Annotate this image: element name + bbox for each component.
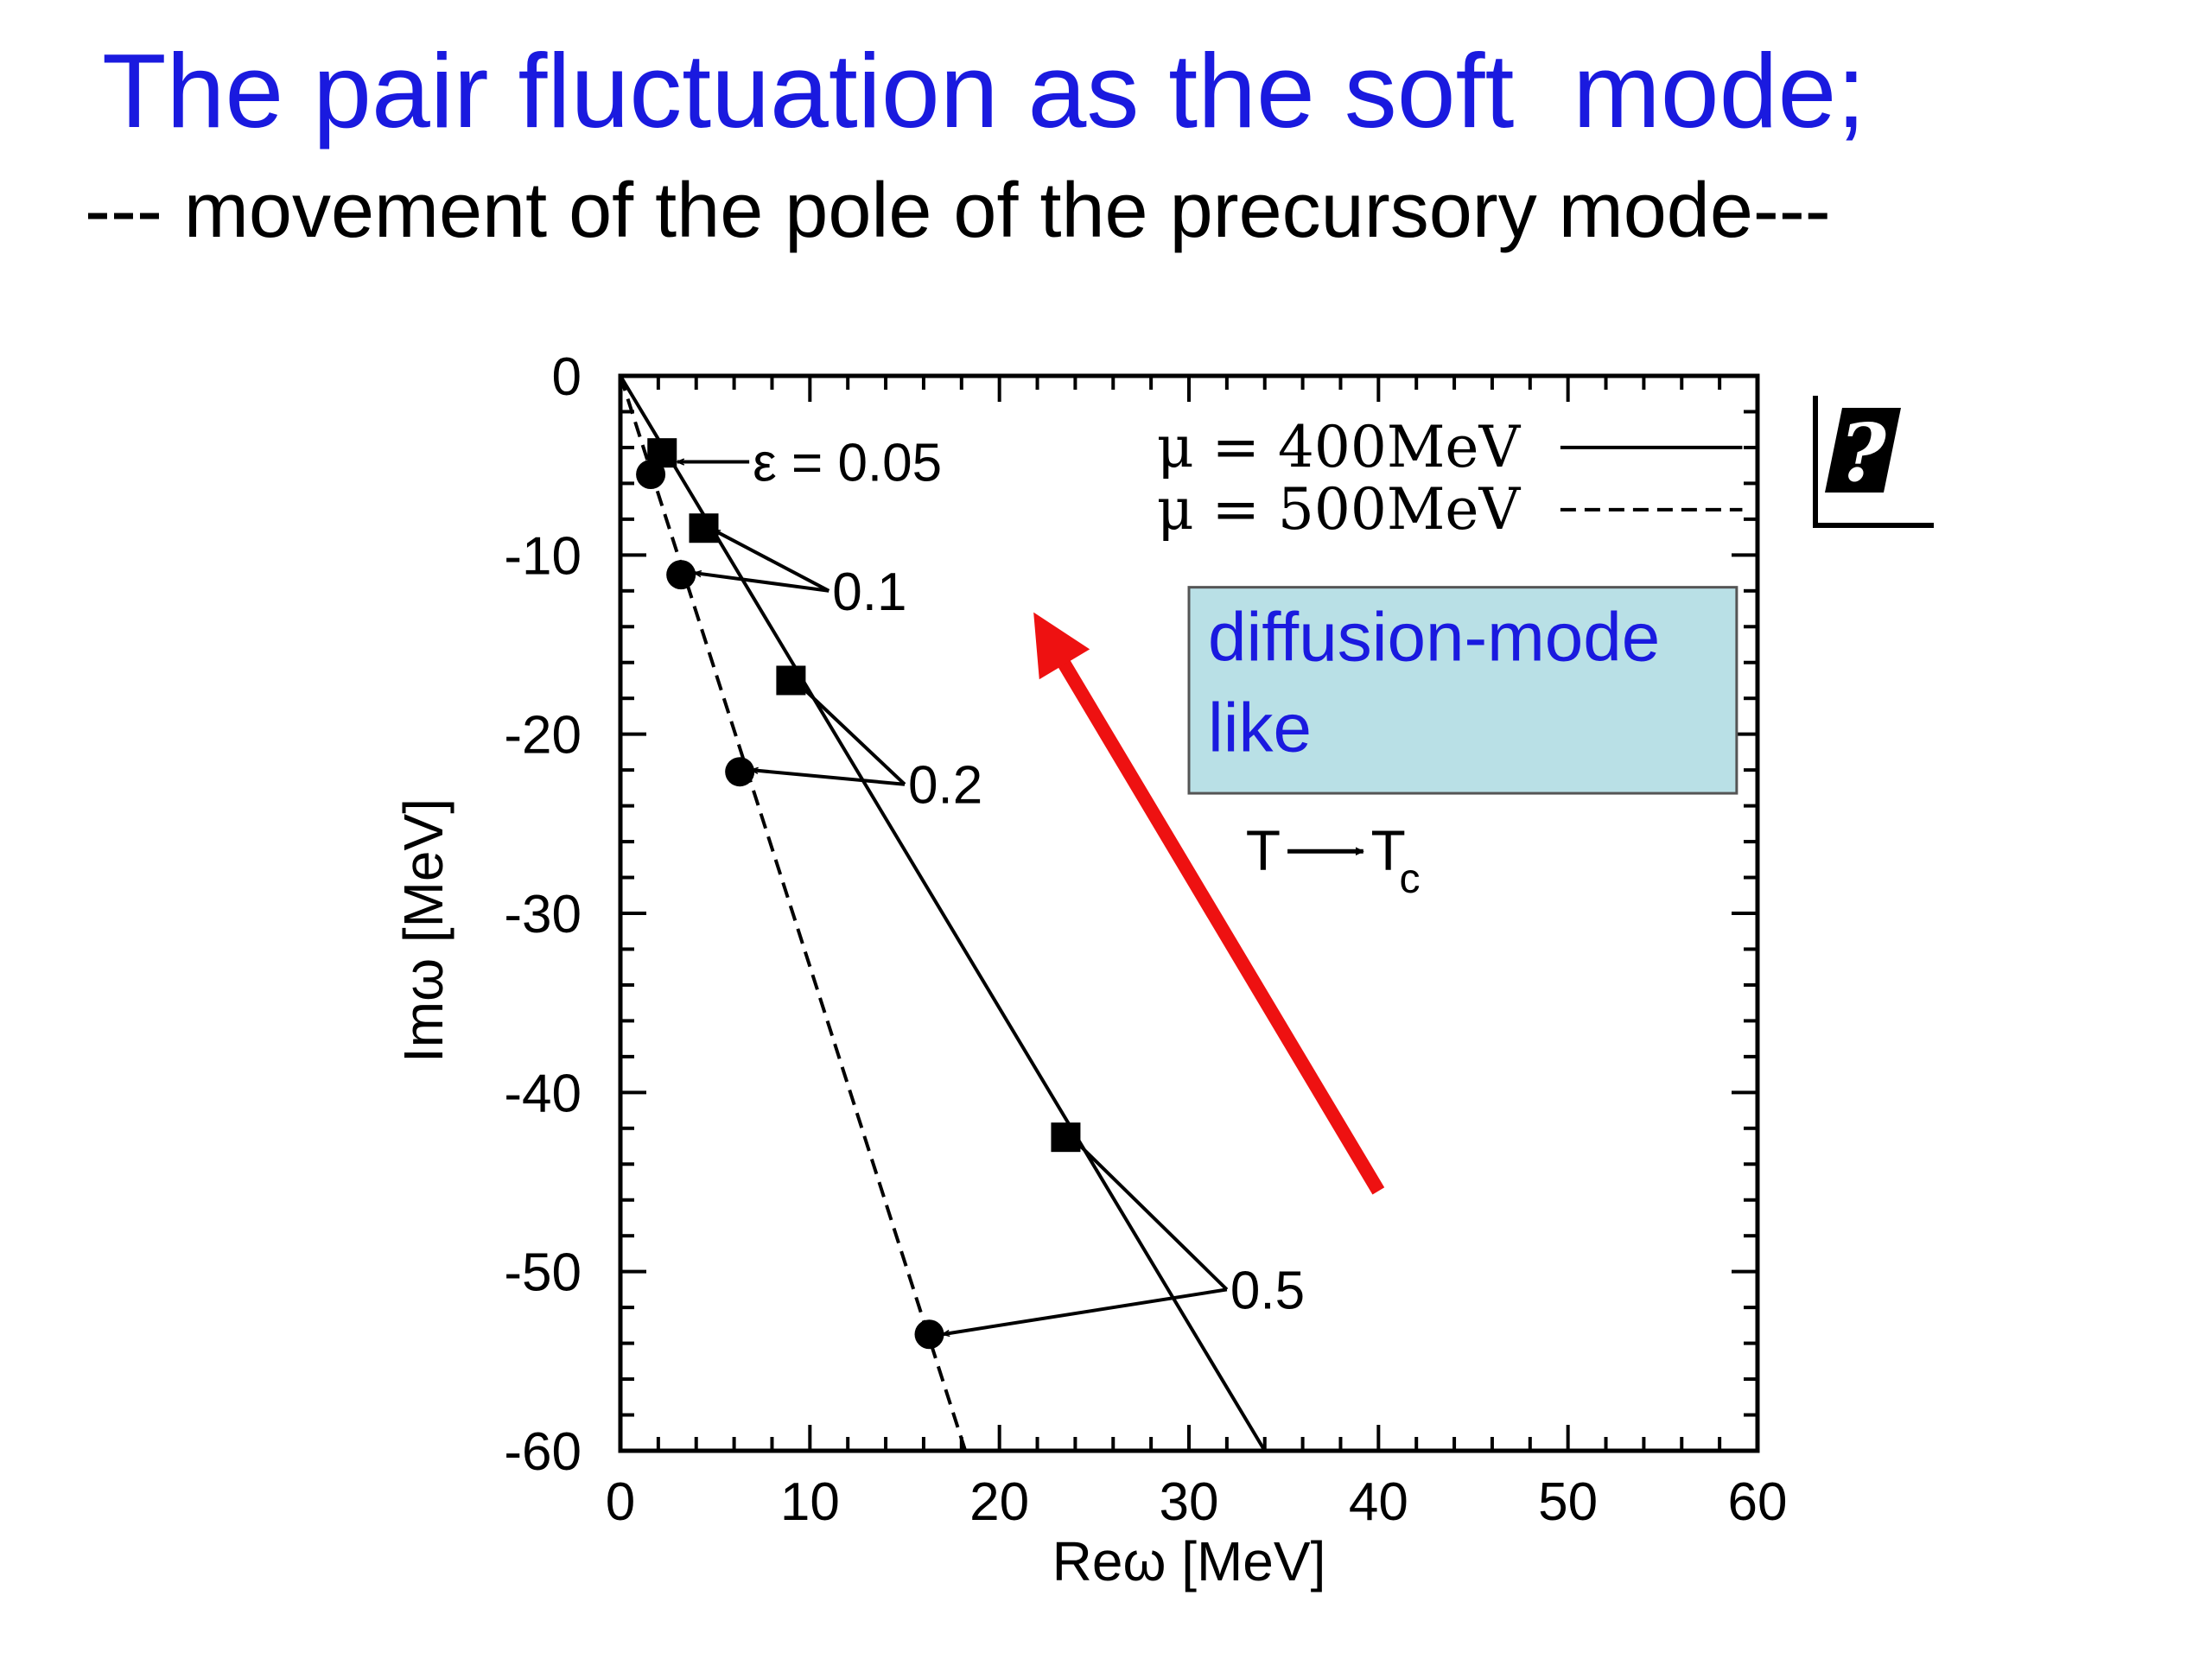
direction-arrow [1033,612,1385,1195]
plot-frame [618,373,1760,1453]
x-tick-label: 60 [1728,1472,1788,1532]
epsilon-leader-lines [677,462,1229,1335]
x-axis-title: Reω [MeV] [1052,1530,1326,1592]
tick-labels: 0 10 20 30 40 50 60 0 -10 -20 -30 -40 -50 -60 [504,347,1787,1532]
x-tick-label: 10 [780,1472,840,1532]
tick-marks [619,374,1759,1452]
circle-marker [636,460,666,490]
y-tick-label: -50 [504,1243,582,1303]
series-lines [619,374,1267,1452]
critical-temperature-label: T [1371,818,1406,882]
square-marker [1051,1122,1081,1153]
x-tick-label: 20 [969,1472,1029,1532]
epsilon-label-0.5: 0.5 [1230,1261,1305,1320]
epsilon-leader [1070,1135,1229,1291]
epsilon-leader [943,1287,1228,1334]
epsilon-leader [751,770,906,786]
circle-marker [914,1319,944,1350]
square-marker [689,513,719,543]
y-tick-label: -20 [504,706,582,766]
epsilon-label-0.1: 0.1 [832,563,906,622]
series-line-1 [619,375,968,1452]
square-marker [776,665,806,696]
x-tick-label: 30 [1160,1472,1219,1532]
critical-temperature-subscript: c [1399,856,1420,902]
epsilon-label-0.2: 0.2 [908,756,982,816]
epsilon-leader [797,683,906,786]
callout-text-line-1: diffusion-mode [1208,599,1660,676]
epsilon-leader [713,528,830,593]
y-tick-label: -40 [504,1064,582,1123]
y-tick-label: -60 [504,1422,582,1482]
slide-title: The pair fluctuation as the soft mode; [102,32,1866,149]
y-axis-title: Imω [MeV] [392,798,454,1063]
legend-label-mu-500: μ = 500MeV [1157,476,1522,543]
svg-text:?: ? [1840,406,1887,499]
y-tick-label: -10 [504,526,582,586]
legend-label-mu-400: μ = 400MeV [1157,414,1522,480]
y-tick-label: -30 [504,885,582,944]
circle-marker [666,560,696,590]
circle-marker [725,757,755,787]
direction-arrow-head [1033,612,1090,680]
x-tick-label: 0 [606,1472,635,1532]
direction-arrow-shaft [1056,657,1385,1195]
temperature-label: T [1246,818,1281,882]
slide-subtitle: --- movement of the pole of the precurso… [85,168,1831,254]
epsilon-leader [695,573,830,593]
x-tick-label: 40 [1349,1472,1408,1532]
series-line-0 [619,374,1267,1452]
x-tick-label: 50 [1538,1472,1598,1532]
y-tick-label: 0 [552,347,582,407]
question-icon: ? [1813,396,1934,528]
legend: μ = 400MeV μ = 500MeV [1157,414,1743,543]
epsilon-label-0.05: ε = 0.05 [753,434,942,493]
callout-text-line-2: like [1208,690,1312,766]
diffusion-mode-callout [1187,586,1738,795]
